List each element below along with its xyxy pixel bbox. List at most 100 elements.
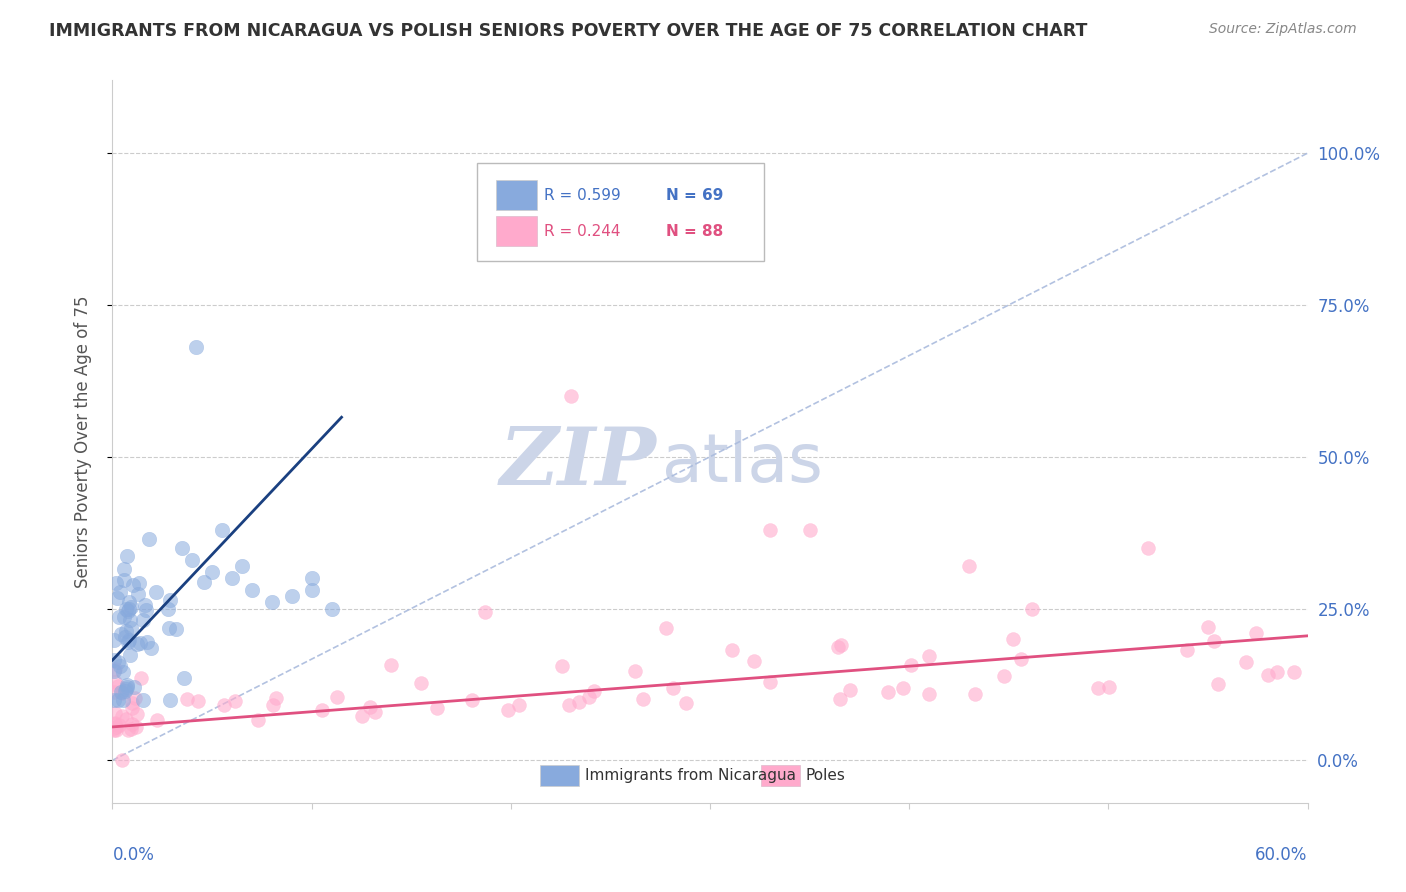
Point xyxy=(508,698,530,713)
Point xyxy=(117,602,139,616)
Point xyxy=(380,657,402,672)
Point xyxy=(114,684,136,698)
Point xyxy=(993,669,1015,683)
FancyBboxPatch shape xyxy=(496,180,537,211)
Point xyxy=(110,684,132,698)
Point xyxy=(624,665,647,679)
Point xyxy=(474,606,496,620)
Point xyxy=(107,655,129,669)
Point xyxy=(141,640,163,655)
Point xyxy=(568,695,591,709)
Point xyxy=(1244,625,1267,640)
Text: N = 88: N = 88 xyxy=(666,224,723,239)
Point xyxy=(240,583,263,598)
Point xyxy=(212,698,235,713)
Point xyxy=(583,683,606,698)
Point xyxy=(145,713,167,727)
Point xyxy=(221,571,243,585)
Point xyxy=(104,662,127,676)
Point xyxy=(1257,668,1279,682)
Point xyxy=(125,637,148,651)
Point xyxy=(110,627,132,641)
Point xyxy=(247,713,270,727)
Point xyxy=(157,601,180,615)
Point xyxy=(104,675,127,690)
Point xyxy=(127,706,149,721)
Point xyxy=(1087,681,1109,696)
Point xyxy=(560,389,582,403)
Point xyxy=(172,541,194,555)
FancyBboxPatch shape xyxy=(496,216,537,246)
Y-axis label: Seniors Poverty Over the Age of 75: Seniors Poverty Over the Age of 75 xyxy=(73,295,91,588)
Point xyxy=(107,692,129,706)
Point xyxy=(173,671,195,685)
Point xyxy=(104,575,127,590)
Point xyxy=(112,573,135,587)
Point xyxy=(1197,620,1219,634)
Point xyxy=(105,591,128,605)
Point xyxy=(103,717,125,731)
Point xyxy=(558,698,581,712)
Point xyxy=(759,523,782,537)
Point xyxy=(136,635,159,649)
Text: Poles: Poles xyxy=(806,768,845,783)
Point xyxy=(211,523,233,537)
Point xyxy=(115,549,138,564)
Point xyxy=(166,622,188,636)
Point xyxy=(578,690,600,705)
Point xyxy=(120,722,142,736)
Point xyxy=(105,723,128,737)
Point xyxy=(104,715,127,730)
Point xyxy=(111,692,134,706)
Point xyxy=(103,685,125,699)
Point xyxy=(118,594,141,608)
Point xyxy=(918,687,941,701)
Point xyxy=(107,609,129,624)
Text: N = 69: N = 69 xyxy=(666,187,723,202)
Point xyxy=(264,691,287,706)
Point xyxy=(655,621,678,635)
Point xyxy=(112,562,135,576)
Point xyxy=(186,340,208,354)
Point xyxy=(359,699,381,714)
Point xyxy=(830,692,852,706)
Point xyxy=(675,696,697,710)
Point xyxy=(117,604,139,618)
Point xyxy=(128,575,150,590)
Point xyxy=(742,654,765,668)
Point xyxy=(114,681,136,696)
Point xyxy=(114,602,136,616)
Point xyxy=(128,636,150,650)
Point xyxy=(181,553,204,567)
Point xyxy=(1206,676,1229,690)
Point xyxy=(110,709,132,723)
Point xyxy=(201,565,224,579)
FancyBboxPatch shape xyxy=(540,765,579,786)
Point xyxy=(107,679,129,693)
Point xyxy=(121,578,143,592)
Point xyxy=(135,603,157,617)
Point xyxy=(1010,652,1032,666)
Point xyxy=(117,635,139,649)
Point xyxy=(411,676,433,690)
Point xyxy=(187,694,209,708)
Point xyxy=(108,718,131,732)
Point xyxy=(157,621,180,635)
Point xyxy=(1265,665,1288,679)
Point xyxy=(799,523,821,537)
Point xyxy=(759,675,782,690)
Point xyxy=(876,684,898,698)
Point xyxy=(127,587,149,601)
Point xyxy=(120,613,142,627)
Point xyxy=(112,665,135,680)
Point xyxy=(311,703,333,717)
Point xyxy=(115,624,138,639)
Point xyxy=(326,690,349,704)
Point xyxy=(120,648,142,662)
Point xyxy=(105,720,128,734)
Point xyxy=(112,610,135,624)
Point xyxy=(132,613,155,627)
Point xyxy=(224,694,246,708)
Point xyxy=(231,559,253,574)
Point xyxy=(114,630,136,644)
